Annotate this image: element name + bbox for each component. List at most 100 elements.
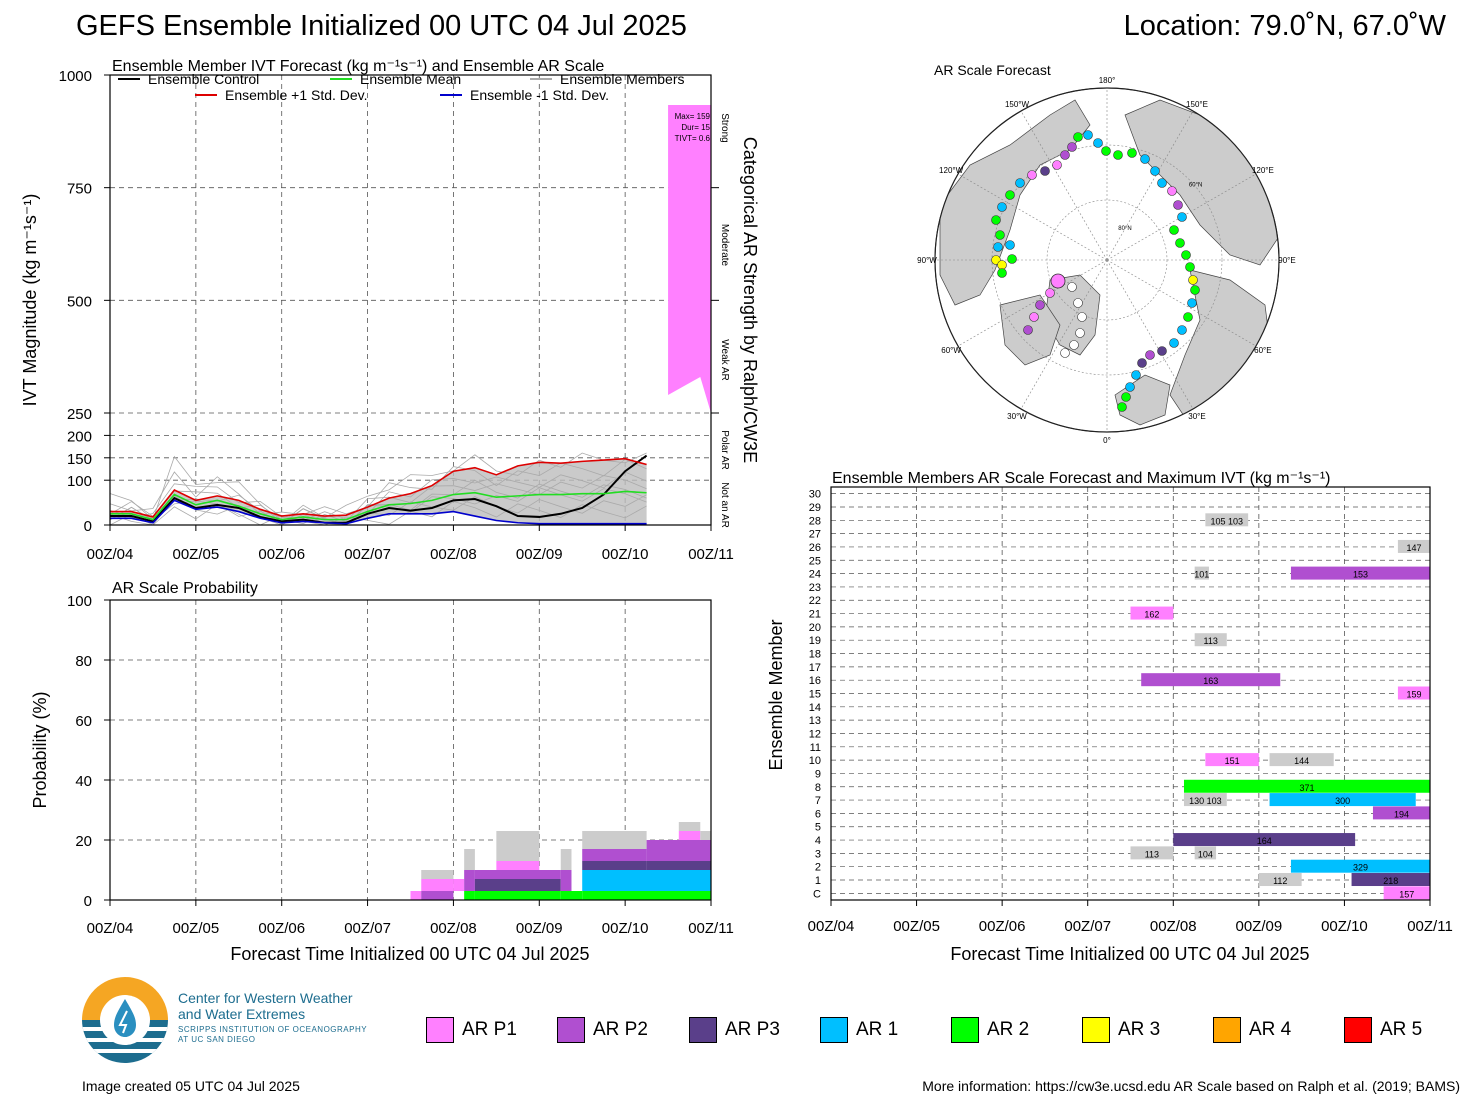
map-ar-dot — [1137, 358, 1147, 368]
map-ar-dot — [1185, 262, 1195, 272]
member-bar — [1194, 846, 1217, 860]
member-bar-label: 144 — [1294, 756, 1309, 766]
prob-title: AR Scale Probability — [112, 580, 258, 597]
map-meridian — [1020, 110, 1108, 261]
map-lon-label: 0° — [1103, 436, 1111, 445]
member-label: 24 — [809, 569, 821, 581]
member-label: 2 — [815, 862, 821, 874]
legend-label: AR 2 — [987, 1019, 1030, 1040]
prob-xlabel: Forecast Time Initialized 00 UTC 04 Jul … — [230, 944, 589, 964]
legend-item: AR 4 — [1213, 1015, 1291, 1045]
legend-label: AR 4 — [1249, 1019, 1292, 1040]
prob-block — [582, 861, 647, 870]
map-meridian — [957, 173, 1108, 261]
member-bar-label: 164 — [1257, 836, 1272, 846]
prob-ytick-label: 0 — [84, 893, 92, 910]
member-label: 22 — [809, 595, 821, 607]
map-outline — [934, 87, 1280, 433]
ivt-member-line — [109, 475, 647, 524]
legend-swatch — [426, 1017, 454, 1043]
ivt-ytick-label: 500 — [67, 293, 92, 310]
map-ar-dot — [1073, 298, 1083, 308]
member-bar — [1141, 673, 1281, 687]
map-ar-dot — [1052, 160, 1062, 170]
member-bar — [1205, 753, 1259, 767]
legend-label: AR P2 — [593, 1019, 648, 1040]
prob-block — [474, 891, 561, 900]
prob-block — [421, 870, 454, 879]
member-label: 26 — [809, 542, 821, 554]
cw3e-logo-icon — [82, 977, 168, 1063]
map-ar-dot — [1125, 382, 1135, 392]
map-ar-dot — [1187, 298, 1197, 308]
logo-line3: SCRIPPS INSTITUTION OF OCEANOGRAPHY — [178, 1025, 368, 1034]
map-ar-dot — [1127, 148, 1137, 158]
ivt-series-line — [110, 490, 647, 521]
map-ar-dot — [1029, 312, 1039, 322]
map-ar-dot — [1005, 240, 1015, 250]
map-ar-dot — [1117, 402, 1127, 412]
probability-chart: 0 20 40 60 80 100 00Z/04 00Z/05 00Z/06 00Z/07 00Z/… — [30, 580, 734, 964]
ivt-category-label: Not an AR — [719, 482, 730, 528]
member-label: 25 — [809, 555, 821, 567]
footer-created: Image created 05 UTC 04 Jul 2025 — [82, 1078, 300, 1094]
prob-block — [421, 891, 454, 900]
location-title: Location: 79.0˚N, 67.0˚W — [1123, 10, 1446, 42]
member-label: 13 — [809, 715, 821, 727]
member-bar — [1290, 859, 1430, 873]
ivt-member-line — [109, 452, 647, 524]
member-bar-label: 157 — [1399, 889, 1414, 899]
ivt-legend-label: Ensemble Mean — [360, 71, 461, 87]
map-ar-dot — [1157, 178, 1167, 188]
legend-label: AR P3 — [725, 1019, 780, 1040]
member-bar — [1269, 753, 1334, 767]
ivt-xtick-label: 00Z/10 — [602, 546, 649, 563]
map-ar-dot — [1015, 178, 1025, 188]
member-bar — [1397, 539, 1430, 553]
ivt-ylabel: IVT Magnitude (kg m⁻¹s⁻¹) — [20, 194, 40, 407]
map-lon-label: 30°E — [1188, 412, 1205, 421]
member-xtick-label: 00Z/06 — [979, 918, 1026, 935]
member-bar-label: 113 — [1204, 636, 1218, 646]
member-bar — [1205, 513, 1249, 527]
prob-block — [646, 861, 711, 870]
map-ar-dot — [1067, 282, 1077, 292]
legend-swatch — [557, 1017, 585, 1043]
member-bar — [1372, 806, 1430, 820]
legend-item: AR P2 — [557, 1015, 648, 1045]
member-chart: C123456789101112131415161718192021222324… — [766, 470, 1453, 964]
map-lon-label: 150°E — [1186, 100, 1208, 109]
member-label: 7 — [815, 795, 821, 807]
ivt-member-line — [109, 500, 647, 526]
map-ar-dot — [1069, 340, 1079, 350]
member-label: 11 — [810, 742, 821, 754]
member-label: 30 — [809, 489, 821, 501]
legend-label: AR 3 — [1118, 1019, 1161, 1040]
ivt-xtick-label: 00Z/07 — [344, 546, 391, 563]
member-bar — [1258, 873, 1302, 887]
map-ar-dot — [1150, 166, 1160, 176]
member-label: 18 — [809, 649, 821, 661]
map-ar-dot — [1173, 200, 1183, 210]
prob-block — [410, 891, 422, 900]
member-bar — [1269, 793, 1416, 807]
member-label: 15 — [809, 689, 821, 701]
prob-block — [496, 861, 540, 870]
prob-block — [474, 879, 561, 891]
ivt-right-label: Categorical AR Strength by Ralph/CW3E — [740, 137, 760, 463]
map-ar-dot — [1169, 225, 1179, 235]
member-bar — [1173, 833, 1356, 847]
legend-item: AR 5 — [1344, 1015, 1422, 1045]
map-lat-label: 80°N — [1118, 226, 1131, 232]
member-bar-label: 163 — [1203, 676, 1218, 686]
member-bar-label: 371 — [1299, 783, 1314, 793]
ivt-title: Ensemble Member IVT Forecast (kg m⁻¹s⁻¹)… — [112, 58, 604, 75]
member-bar-label: 130 103 — [1189, 796, 1222, 806]
prob-ytick-label: 40 — [75, 773, 92, 790]
map-ar-dot — [1005, 190, 1015, 200]
map-land — [939, 99, 1091, 306]
member-label: 3 — [815, 848, 821, 860]
ivt-category-label: Moderate — [719, 224, 730, 267]
map-ar-dot — [1040, 166, 1050, 176]
map-ar-dot — [1167, 186, 1177, 196]
